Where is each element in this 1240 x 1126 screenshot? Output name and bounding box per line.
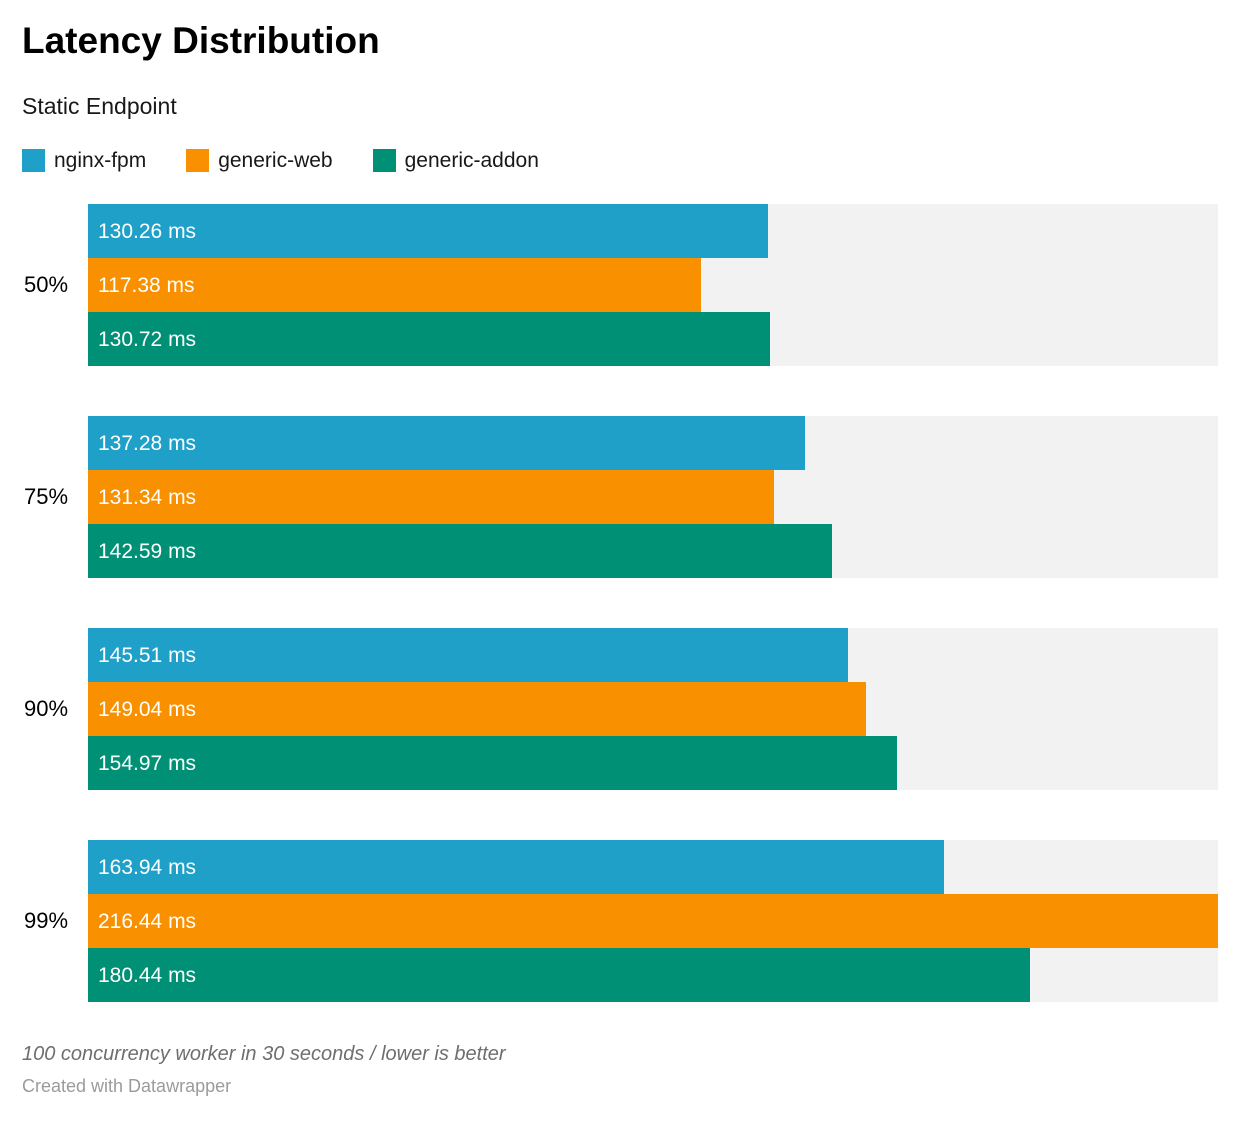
bar-value-label: 163.94 ms [98,855,197,879]
bar-track: 163.94 ms [88,840,1218,895]
bar-stack: 130.26 ms 117.38 ms 130.72 ms [88,204,1218,367]
bar: 130.72 ms [88,312,771,367]
legend-item: nginx-fpm [22,149,147,173]
bar-track: 130.26 ms [88,204,1218,259]
legend-label: nginx-fpm [54,149,147,173]
bar: 117.38 ms [88,258,701,313]
bar: 131.34 ms [88,470,774,525]
datawrapper-byline: Created with Datawrapper [22,1076,232,1097]
bar-track: 145.51 ms [88,628,1218,683]
bar-track: 180.44 ms [88,948,1218,1003]
category-label: 99% [24,908,69,934]
bar: 163.94 ms [88,840,944,895]
bar-value-label: 145.51 ms [98,643,197,667]
bar-value-label: 117.38 ms [98,273,195,297]
legend-label: generic-addon [404,149,539,173]
bar-value-label: 131.34 ms [98,485,197,509]
bar: 149.04 ms [88,682,867,737]
legend: nginx-fpm generic-web generic-addon [22,149,1218,173]
bar-track: 154.97 ms [88,736,1218,791]
bar-value-label: 130.72 ms [98,327,197,351]
bar: 137.28 ms [88,416,805,471]
legend-swatch [22,149,45,173]
grouped-bar-chart: 50% 130.26 ms 117.38 ms 130.72 ms 75% 137.28 … [22,204,1218,1003]
chart-subtitle: Static Endpoint [22,92,177,119]
bar: 180.44 ms [88,948,1031,1003]
bar: 142.59 ms [88,524,833,579]
category-label: 50% [24,272,69,298]
bar-stack: 145.51 ms 149.04 ms 154.97 ms [88,628,1218,791]
bar: 216.44 ms [88,894,1218,949]
bar-value-label: 130.26 ms [98,219,197,243]
bar-value-label: 216.44 ms [98,909,197,933]
bar-track: 131.34 ms [88,470,1218,525]
bar-group: 99% 163.94 ms 216.44 ms 180.44 ms [22,840,1218,1003]
bar-track: 149.04 ms [88,682,1218,737]
bar-group: 75% 137.28 ms 131.34 ms 142.59 ms [22,416,1218,579]
category-label: 75% [24,484,69,510]
category-label: 90% [24,696,69,722]
bar-stack: 163.94 ms 216.44 ms 180.44 ms [88,840,1218,1003]
bar-stack: 137.28 ms 131.34 ms 142.59 ms [88,416,1218,579]
bar-track: 137.28 ms [88,416,1218,471]
bar: 145.51 ms [88,628,848,683]
legend-item: generic-addon [372,149,539,173]
bar-track: 117.38 ms [88,258,1218,313]
legend-swatch [186,149,210,173]
bar-track: 130.72 ms [88,312,1218,367]
bar-value-label: 137.28 ms [98,431,197,455]
bar: 154.97 ms [88,736,898,791]
bar-track: 216.44 ms [88,894,1218,949]
legend-swatch [372,149,396,173]
bar-value-label: 180.44 ms [98,963,197,987]
chart-footnote: 100 concurrency worker in 30 seconds / l… [22,1043,506,1066]
legend-label: generic-web [218,149,333,173]
chart-title: Latency Distribution [22,20,380,61]
bar-value-label: 142.59 ms [98,539,197,563]
bar-track: 142.59 ms [88,524,1218,579]
bar-group: 90% 145.51 ms 149.04 ms 154.97 ms [22,628,1218,791]
bar-group: 50% 130.26 ms 117.38 ms 130.72 ms [22,204,1218,367]
bar: 130.26 ms [88,204,769,259]
legend-item: generic-web [186,149,333,173]
bar-value-label: 149.04 ms [98,697,197,721]
bar-value-label: 154.97 ms [98,751,197,775]
